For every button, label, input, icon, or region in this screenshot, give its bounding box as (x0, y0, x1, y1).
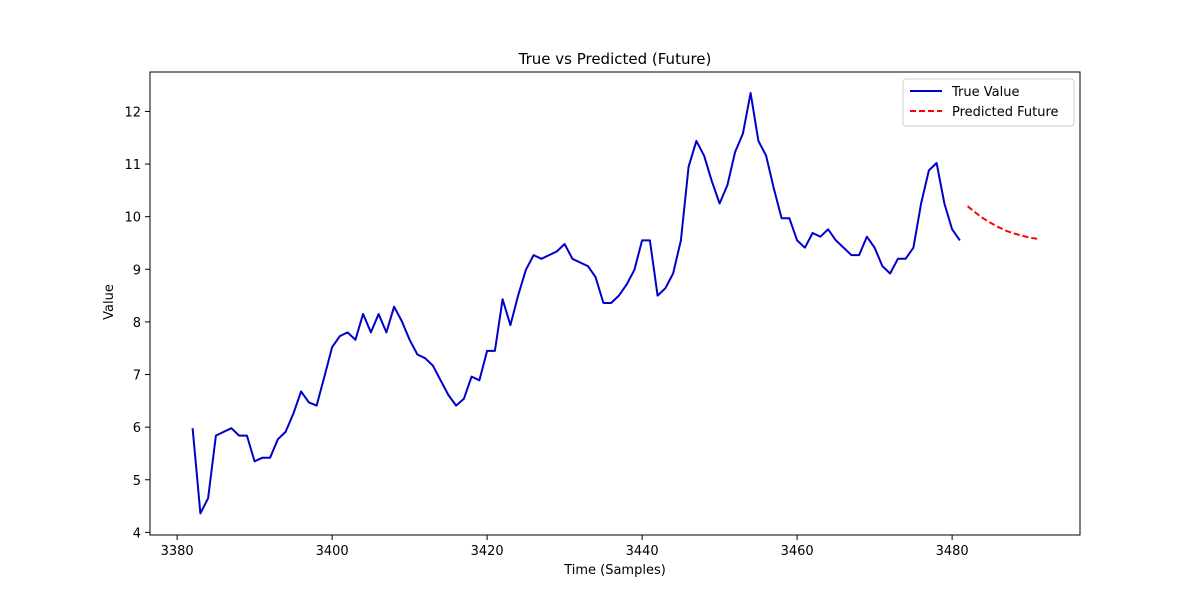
x-tick-label: 3440 (626, 544, 659, 559)
legend-label-predicted-future: Predicted Future (952, 105, 1059, 120)
legend-box (902, 78, 1075, 127)
y-tick-label: 9 (133, 263, 141, 278)
x-tick-label: 3400 (316, 544, 349, 559)
x-tick-label: 3460 (781, 544, 814, 559)
y-tick-label: 6 (133, 421, 141, 436)
legend-label-true-value: True Value (951, 85, 1019, 100)
x-tick-label: 3380 (161, 544, 194, 559)
y-tick-label: 11 (124, 158, 141, 173)
legend: True Value Predicted Future (902, 78, 1075, 127)
plot-frame (149, 71, 1081, 536)
y-axis-label: Value (102, 284, 117, 320)
series-line-true-value (191, 92, 961, 515)
y-tick-label: 12 (124, 105, 141, 120)
y-tick-label: 7 (133, 369, 141, 384)
y-tick-label: 10 (124, 211, 141, 226)
x-tick-label: 3480 (936, 544, 969, 559)
y-tick-label: 4 (133, 526, 141, 541)
x-axis-label: Time (Samples) (563, 563, 666, 578)
series-group (191, 92, 1038, 515)
series-line-predicted-future (966, 205, 1038, 240)
x-tick-label: 3420 (471, 544, 504, 559)
chart-title: True vs Predicted (Future) (518, 50, 712, 68)
y-axis: 4 5 6 7 8 9 10 11 12 (124, 105, 150, 541)
plot-area (149, 71, 1081, 536)
y-tick-label: 8 (133, 316, 141, 331)
y-tick-label: 5 (133, 474, 141, 489)
x-axis: 3380 3400 3420 3440 3460 3480 (161, 535, 969, 559)
